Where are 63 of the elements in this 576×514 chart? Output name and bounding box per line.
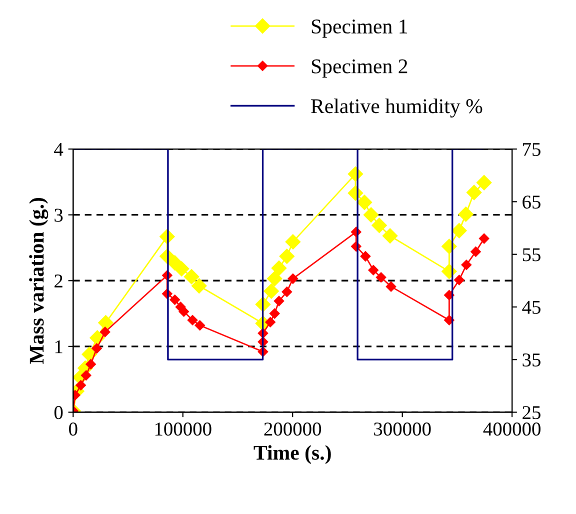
- point: [444, 290, 454, 300]
- point: [444, 315, 454, 326]
- point: [76, 380, 86, 390]
- legend-label: Specimen 2: [312, 59, 408, 78]
- point: [271, 260, 287, 276]
- y-tick-label: 0: [54, 406, 63, 420]
- y-tick-label: 1: [55, 340, 62, 354]
- point: [178, 306, 189, 317]
- point: [452, 223, 467, 238]
- point: [282, 286, 292, 297]
- point: [274, 296, 284, 306]
- point: [466, 184, 482, 200]
- point: [360, 251, 371, 262]
- x-tick-label: 200000: [264, 422, 322, 436]
- point: [363, 207, 379, 222]
- x-tick-label: 400000: [483, 422, 540, 436]
- point: [194, 320, 205, 330]
- point: [267, 271, 282, 286]
- legend-label: Relative humidity %: [311, 98, 482, 118]
- point: [86, 359, 96, 370]
- point: [386, 281, 396, 292]
- point: [270, 308, 280, 319]
- point: [458, 206, 474, 222]
- y-axis-title: Mass variation (g.): [29, 198, 48, 364]
- point: [382, 228, 398, 244]
- point: [376, 272, 386, 282]
- point: [461, 260, 472, 270]
- x-tick-label: 100000: [155, 422, 212, 436]
- point: [98, 315, 114, 330]
- point: [100, 326, 110, 338]
- point: [265, 316, 276, 328]
- point: [288, 274, 298, 284]
- point: [279, 248, 294, 264]
- point: [170, 294, 180, 305]
- point: [184, 269, 200, 284]
- x-tick-label: 300000: [374, 422, 431, 436]
- y-tick-label: 3: [54, 208, 63, 222]
- x-axis-title: Time (s.): [254, 445, 331, 464]
- y-tick-label: 2: [54, 274, 62, 288]
- point: [368, 265, 378, 276]
- point: [92, 343, 102, 354]
- point: [356, 194, 372, 210]
- point: [187, 315, 198, 326]
- x-tick-label: 0: [69, 422, 78, 436]
- y2-tick-label: 65: [522, 196, 540, 209]
- point: [470, 246, 481, 257]
- y2-tick-label: 75: [523, 143, 540, 156]
- point: [80, 370, 92, 380]
- y2-tick-label: 45: [522, 300, 540, 314]
- point: [454, 274, 464, 286]
- y2-tick-label: 25: [522, 406, 540, 420]
- y-tick-label: 4: [54, 143, 64, 156]
- point: [372, 218, 387, 233]
- legend-label: Specimen 1: [312, 20, 408, 38]
- y2-tick-label: 35: [522, 353, 540, 367]
- y2-tick-label: 55: [522, 248, 540, 262]
- point: [285, 234, 301, 250]
- point: [82, 346, 97, 362]
- point: [478, 233, 490, 244]
- point: [476, 175, 492, 190]
- point: [192, 278, 207, 294]
- point: [264, 284, 279, 299]
- point: [174, 261, 190, 276]
